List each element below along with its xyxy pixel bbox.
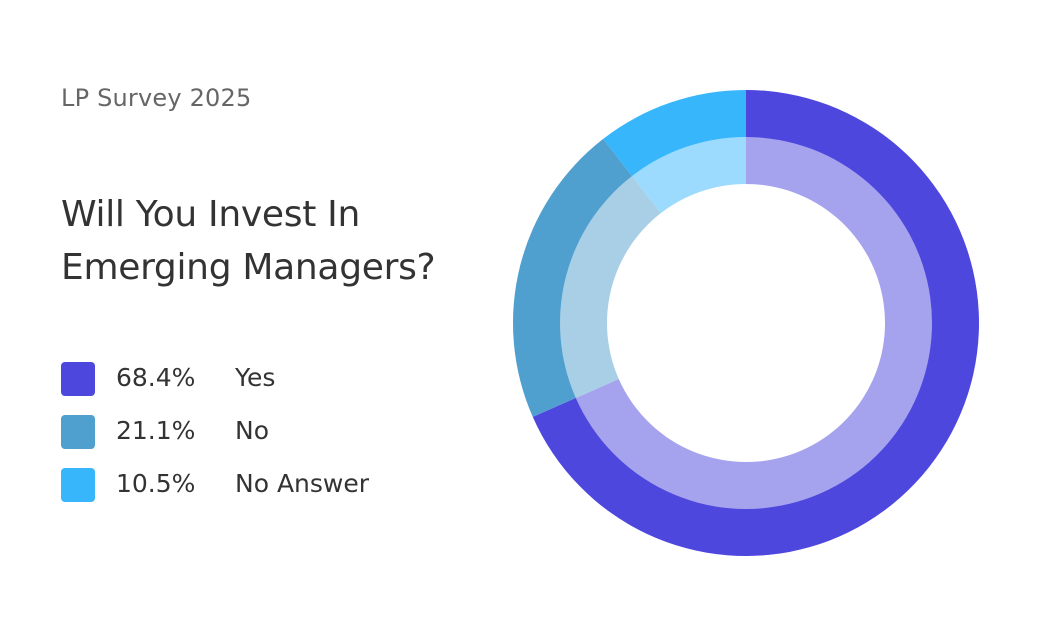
- legend-percent-no: 21.1%: [116, 416, 196, 445]
- survey-kicker: LP Survey 2025: [61, 84, 252, 112]
- legend-percent-yes: 68.4%: [116, 363, 196, 392]
- chart-title-line-1: Will You Invest In: [61, 194, 360, 235]
- donut-chart: [512, 90, 979, 556]
- legend-percent-no-answer: 10.5%: [116, 469, 196, 498]
- donut-outer-slice-no-answer: [603, 90, 746, 177]
- legend-swatch-no-answer: [61, 468, 95, 502]
- legend-label-no: No: [235, 416, 269, 445]
- legend-swatch-yes: [61, 362, 95, 396]
- legend-label-yes: Yes: [235, 363, 276, 392]
- chart-title: Will You Invest In Emerging Managers?: [61, 188, 481, 294]
- legend-swatch-no: [61, 415, 95, 449]
- donut-inner-slice-no-answer: [632, 137, 746, 214]
- chart-title-line-2: Emerging Managers?: [61, 247, 436, 288]
- donut-inner-slice-no: [560, 176, 661, 398]
- donut-outer-slice-no: [512, 138, 633, 417]
- legend-label-no-answer: No Answer: [235, 469, 370, 498]
